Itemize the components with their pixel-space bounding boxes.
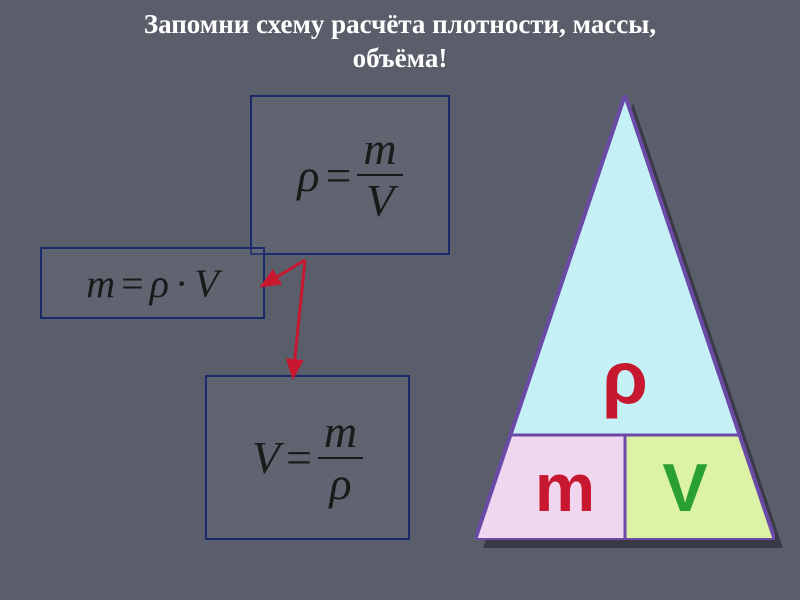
m-eq: =	[121, 260, 144, 307]
rho-denominator: V	[360, 176, 400, 226]
m-rhs-b: V	[194, 260, 218, 307]
triangle-m-label: m	[505, 435, 625, 540]
rho-numerator: m	[357, 124, 402, 174]
rho-fraction: m V	[357, 124, 402, 226]
mnemonic-triangle: ρ m V	[475, 95, 775, 540]
v-lhs: V	[252, 431, 280, 484]
v-fraction: m ρ	[318, 407, 363, 509]
formula-box-m: m = ρ · V	[40, 247, 265, 319]
rho-lhs: ρ	[297, 149, 319, 202]
page-title: Запомни схему расчёта плотности, массы, …	[0, 0, 800, 76]
triangle-rho-label: ρ	[475, 335, 775, 420]
m-rhs-a: ρ	[150, 260, 169, 307]
v-numerator: m	[318, 407, 363, 457]
m-dot: ·	[175, 260, 188, 307]
formula-box-rho: ρ = m V	[250, 95, 450, 255]
v-eq: =	[286, 431, 312, 484]
title-line-2: объёма!	[0, 42, 800, 76]
rho-eq: =	[325, 149, 351, 202]
v-denominator: ρ	[323, 459, 357, 509]
formula-box-v: V = m ρ	[205, 375, 410, 540]
triangle-v-label: V	[625, 435, 745, 540]
title-line-1: Запомни схему расчёта плотности, массы,	[0, 8, 800, 42]
m-lhs: m	[86, 260, 115, 307]
